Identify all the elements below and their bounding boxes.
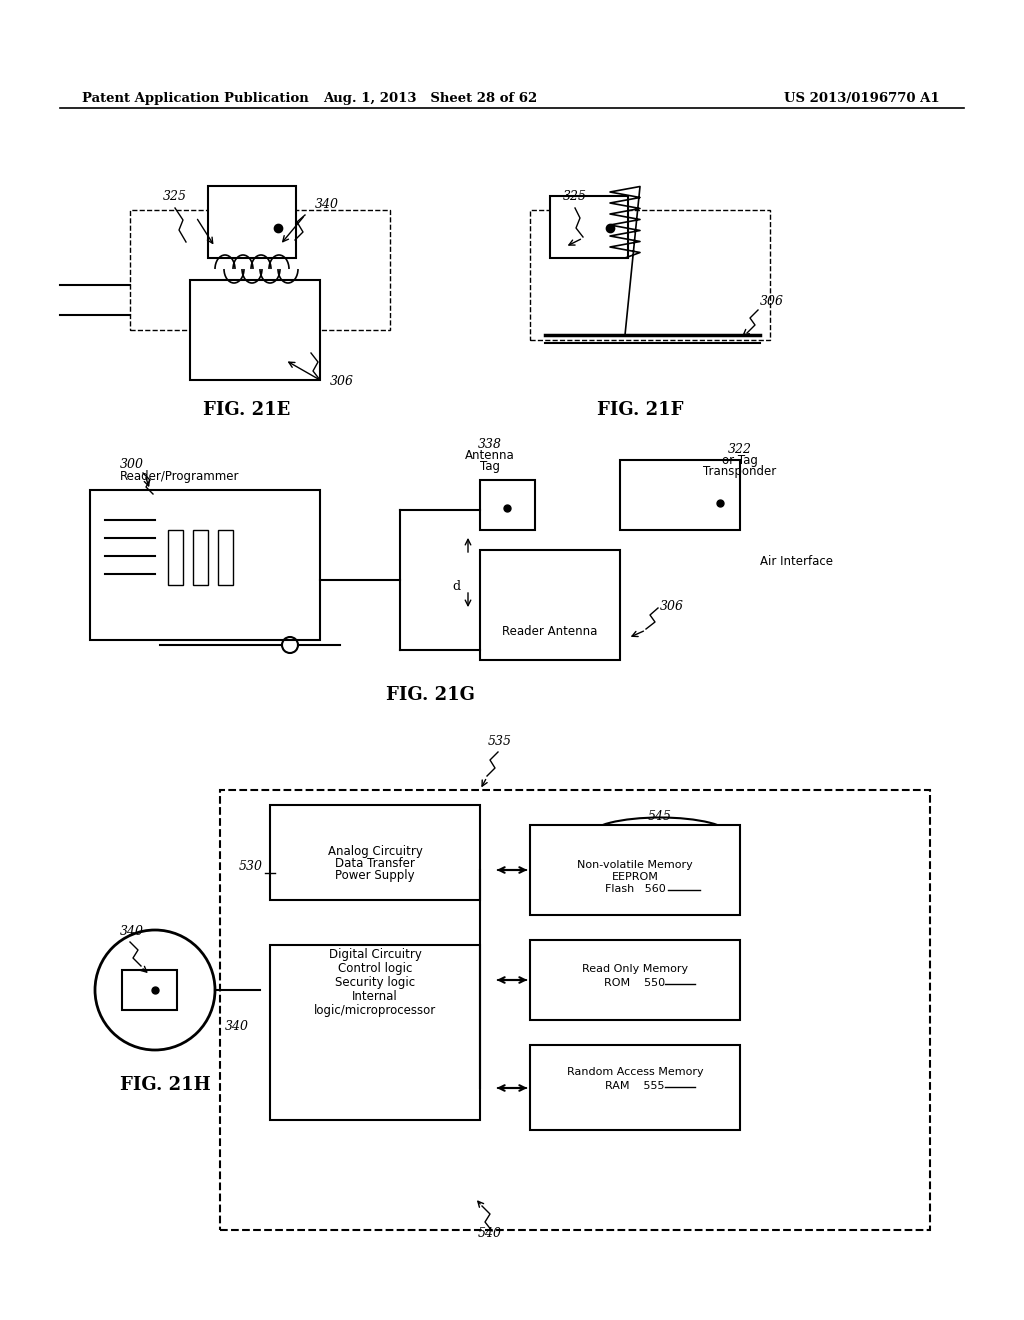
FancyBboxPatch shape bbox=[620, 459, 740, 531]
Text: 545: 545 bbox=[648, 810, 672, 822]
Text: 530: 530 bbox=[239, 861, 263, 873]
FancyBboxPatch shape bbox=[208, 186, 296, 257]
Text: 306: 306 bbox=[660, 601, 684, 612]
Text: Digital Circuitry: Digital Circuitry bbox=[329, 948, 422, 961]
Text: FIG. 21H: FIG. 21H bbox=[120, 1076, 211, 1094]
Text: ROM    550: ROM 550 bbox=[604, 978, 666, 987]
Text: Reader Antenna: Reader Antenna bbox=[503, 624, 598, 638]
FancyBboxPatch shape bbox=[550, 195, 628, 257]
Text: Transponder: Transponder bbox=[703, 465, 776, 478]
Text: Analog Circuitry: Analog Circuitry bbox=[328, 845, 423, 858]
Text: 535: 535 bbox=[488, 735, 512, 748]
Text: 340: 340 bbox=[120, 925, 144, 939]
Text: 322: 322 bbox=[728, 444, 752, 455]
Text: d: d bbox=[452, 579, 460, 593]
Text: Security logic: Security logic bbox=[335, 975, 415, 989]
Text: FIG. 21G: FIG. 21G bbox=[386, 686, 474, 704]
Text: 340: 340 bbox=[315, 198, 339, 211]
FancyBboxPatch shape bbox=[480, 480, 535, 531]
FancyBboxPatch shape bbox=[270, 945, 480, 1119]
FancyBboxPatch shape bbox=[530, 825, 740, 915]
Text: Aug. 1, 2013   Sheet 28 of 62: Aug. 1, 2013 Sheet 28 of 62 bbox=[323, 92, 538, 106]
Text: 540: 540 bbox=[478, 1228, 502, 1239]
Text: Reader/Programmer: Reader/Programmer bbox=[120, 470, 240, 483]
Text: Flash   560: Flash 560 bbox=[604, 884, 666, 894]
FancyBboxPatch shape bbox=[480, 550, 620, 660]
FancyBboxPatch shape bbox=[90, 490, 319, 640]
Text: 306: 306 bbox=[330, 375, 354, 388]
Text: EEPROM: EEPROM bbox=[611, 873, 658, 882]
Text: logic/microprocessor: logic/microprocessor bbox=[314, 1005, 436, 1016]
Text: or Tag: or Tag bbox=[722, 454, 758, 467]
Text: Antenna: Antenna bbox=[465, 449, 515, 462]
Text: 325: 325 bbox=[163, 190, 187, 203]
Text: 338: 338 bbox=[478, 438, 502, 451]
Text: 340: 340 bbox=[225, 1020, 249, 1034]
Text: FIG. 21E: FIG. 21E bbox=[204, 401, 291, 418]
FancyBboxPatch shape bbox=[122, 970, 177, 1010]
FancyBboxPatch shape bbox=[530, 1045, 740, 1130]
FancyBboxPatch shape bbox=[270, 805, 480, 900]
Text: 306: 306 bbox=[760, 294, 784, 308]
Text: Air Interface: Air Interface bbox=[760, 554, 833, 568]
Text: Patent Application Publication: Patent Application Publication bbox=[82, 92, 309, 106]
Text: US 2013/0196770 A1: US 2013/0196770 A1 bbox=[784, 92, 940, 106]
Text: RAM    555: RAM 555 bbox=[605, 1081, 665, 1092]
Text: 300: 300 bbox=[120, 458, 144, 471]
Text: Data Transfer: Data Transfer bbox=[335, 857, 415, 870]
Text: Power Supply: Power Supply bbox=[335, 869, 415, 882]
Text: Non-volatile Memory: Non-volatile Memory bbox=[578, 861, 693, 870]
Text: Control logic: Control logic bbox=[338, 962, 413, 975]
Text: Tag: Tag bbox=[480, 459, 500, 473]
FancyBboxPatch shape bbox=[190, 280, 319, 380]
Text: 325: 325 bbox=[563, 190, 587, 203]
Text: Internal: Internal bbox=[352, 990, 398, 1003]
FancyBboxPatch shape bbox=[530, 940, 740, 1020]
Text: Random Access Memory: Random Access Memory bbox=[566, 1067, 703, 1077]
Text: Read Only Memory: Read Only Memory bbox=[582, 964, 688, 974]
Text: FIG. 21F: FIG. 21F bbox=[597, 401, 683, 418]
